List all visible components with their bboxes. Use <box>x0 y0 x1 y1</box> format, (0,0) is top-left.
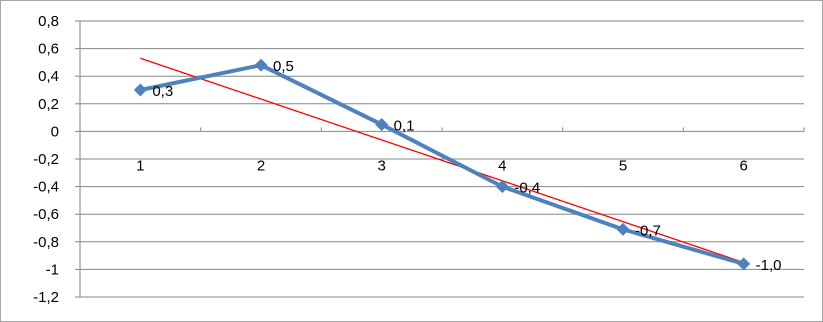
y-tick-label: -0,2 <box>33 151 59 168</box>
gridlines <box>80 20 804 298</box>
trendline <box>140 57 744 264</box>
y-tick-label: 0,8 <box>38 13 59 30</box>
x-tick-label: 2 <box>257 157 265 174</box>
y-tick-label: 0,6 <box>38 41 59 58</box>
y-tick-label: 0,4 <box>38 68 59 85</box>
data-label: -0,7 <box>635 222 661 239</box>
data-label: 0,3 <box>152 83 173 100</box>
x-tick-label: 6 <box>739 157 747 174</box>
data-labels: 0,3 0,5 0,1 -0,4 -0,7 -1,0 <box>152 58 781 274</box>
x-tick-label: 5 <box>619 157 627 174</box>
y-tick-label: -0,6 <box>33 206 59 223</box>
x-tick-label: 1 <box>136 157 144 174</box>
x-tick-labels: 1 2 3 4 5 6 <box>136 157 748 174</box>
trendline-line <box>140 57 744 264</box>
data-label: 0,1 <box>394 118 415 135</box>
series-line <box>139 63 745 266</box>
series <box>133 58 751 271</box>
y-tick-label: -0,8 <box>33 234 59 251</box>
data-label: -1,0 <box>756 257 782 274</box>
data-point-marker <box>375 118 389 131</box>
y-tick-label: -1 <box>46 261 59 278</box>
data-label: 0,5 <box>273 58 294 75</box>
data-point-marker <box>616 222 630 236</box>
data-point-marker <box>737 257 751 271</box>
data-point-marker <box>495 180 509 194</box>
x-tick-label: 4 <box>498 157 506 174</box>
y-tick-labels: 0,8 0,6 0,4 0,2 0 -0,2 -0,4 -0,6 -0,8 -1 -1,2 <box>33 13 59 306</box>
x-tick-label: 3 <box>377 157 385 174</box>
axes <box>75 20 805 298</box>
data-point-marker <box>133 83 147 97</box>
y-tick-label: 0,2 <box>38 96 59 113</box>
y-tick-label: 0 <box>51 123 59 140</box>
y-tick-label: -1,2 <box>33 289 59 306</box>
data-point-marker <box>254 58 268 72</box>
data-label: -0,4 <box>514 180 540 197</box>
y-tick-label: -0,4 <box>33 179 59 196</box>
